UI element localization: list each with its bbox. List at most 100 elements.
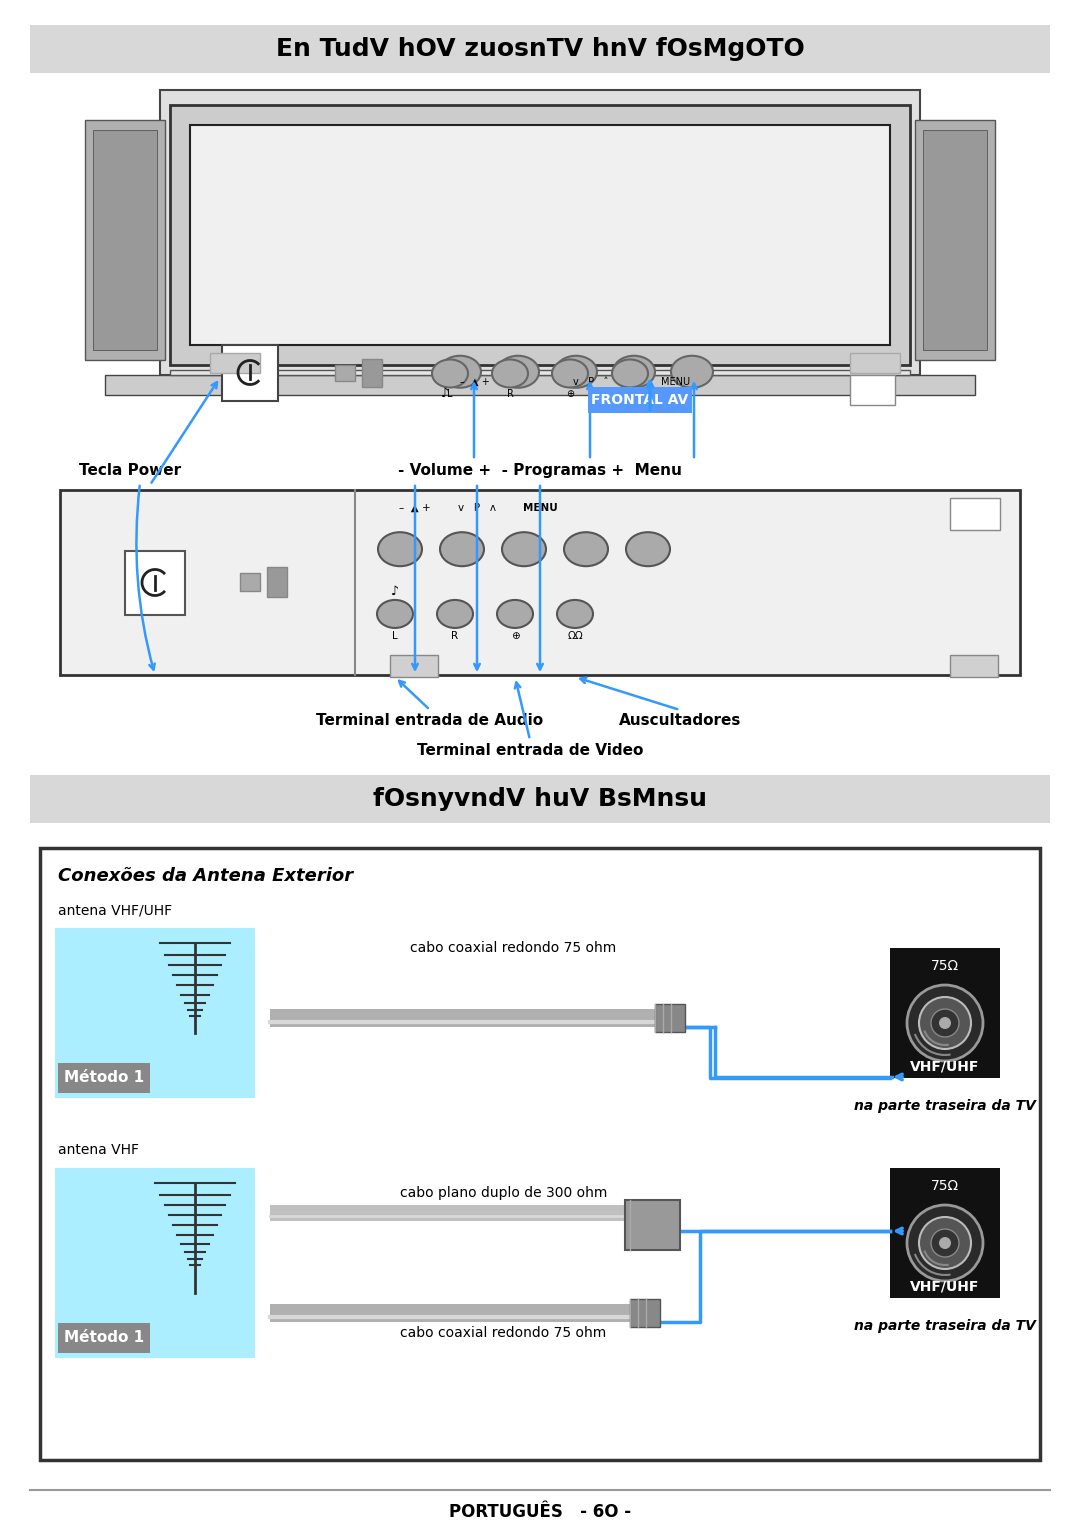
Text: antena VHF/UHF: antena VHF/UHF [58,903,172,917]
Circle shape [931,1229,959,1258]
Ellipse shape [497,601,534,628]
Bar [40,848,1040,1459]
Text: na parte traseira da TV: na parte traseira da TV [854,1319,1036,1332]
Bar [170,370,910,374]
Text: MENU: MENU [523,503,557,513]
Bar [222,344,278,400]
Ellipse shape [377,601,413,628]
Bar [890,947,1000,1077]
Text: fOsnyvndV huV BsMnsu: fOsnyvndV huV BsMnsu [373,787,707,811]
Ellipse shape [552,359,588,388]
Circle shape [939,1238,951,1248]
Bar [625,1199,680,1250]
Bar [850,374,895,405]
Ellipse shape [564,532,608,567]
Circle shape [919,996,971,1050]
Bar [850,353,900,373]
Text: L: L [447,388,453,399]
Text: ♪: ♪ [391,585,399,599]
Text: v   P   ʌ: v P ʌ [458,503,496,513]
Text: Terminal entrada de Video: Terminal entrada de Video [417,743,644,758]
Text: Auscultadores: Auscultadores [619,712,741,727]
Text: 75Ω: 75Ω [931,960,959,973]
Ellipse shape [437,601,473,628]
Bar [267,567,287,596]
Bar [362,359,382,387]
Bar [170,105,910,365]
Bar [390,656,438,677]
Text: Tecla Power: Tecla Power [79,463,181,478]
Ellipse shape [432,359,468,388]
Bar [60,490,1020,675]
Text: ⊕: ⊕ [511,631,519,640]
Text: na parte traseira da TV: na parte traseira da TV [854,1099,1036,1112]
Ellipse shape [557,601,593,628]
Bar [654,1004,685,1031]
Bar [270,1303,635,1322]
Ellipse shape [440,532,484,567]
FancyBboxPatch shape [588,387,692,413]
Text: ♪: ♪ [441,387,449,400]
Text: PORTUGUÊS   - 6O -: PORTUGUÊS - 6O - [449,1504,631,1520]
Bar [160,90,920,374]
Text: cabo coaxial redondo 75 ohm: cabo coaxial redondo 75 ohm [410,941,617,955]
Bar [30,24,1050,73]
Circle shape [939,1018,951,1028]
Text: –  ▲ +: – ▲ + [400,503,431,513]
Text: Método 1: Método 1 [64,1331,144,1346]
Ellipse shape [555,356,597,388]
Ellipse shape [626,532,670,567]
Bar [240,573,260,590]
FancyBboxPatch shape [58,1063,150,1093]
Text: v   P   ˄: v P ˄ [573,377,609,387]
Bar [55,927,255,1099]
Ellipse shape [378,532,422,567]
Bar [190,125,890,345]
Circle shape [919,1216,971,1268]
Ellipse shape [612,359,648,388]
Text: Terminal entrada de Audio: Terminal entrada de Audio [316,712,543,727]
Bar [30,775,1050,824]
Ellipse shape [492,359,528,388]
Text: cabo coaxial redondo 75 ohm: cabo coaxial redondo 75 ohm [400,1326,606,1340]
Text: - Volume +  - Programas +  Menu: - Volume + - Programas + Menu [399,463,681,478]
Circle shape [931,1008,959,1038]
Bar [93,130,157,350]
Text: MENU: MENU [661,377,690,387]
Text: L: L [392,631,397,640]
Ellipse shape [613,356,654,388]
Bar [210,353,260,373]
Bar [85,121,165,361]
Bar [125,550,185,614]
Text: ⊕: ⊕ [566,388,575,399]
Ellipse shape [502,532,546,567]
Bar [890,1167,1000,1297]
Bar [55,1167,255,1358]
Text: 75Ω: 75Ω [931,1180,959,1193]
Bar [630,1299,660,1326]
Text: VHF/UHF: VHF/UHF [910,1059,980,1073]
Bar [270,1206,630,1221]
Text: –  ▲ +: – ▲ + [460,377,490,387]
Ellipse shape [497,356,539,388]
Ellipse shape [671,356,713,388]
Circle shape [907,1206,983,1280]
Bar [923,130,987,350]
FancyBboxPatch shape [58,1323,150,1352]
Bar [270,1008,660,1027]
Text: R: R [451,631,459,640]
Text: Método 1: Método 1 [64,1071,144,1085]
Text: En TudV hOV zuosnTV hnV fOsMgOTO: En TudV hOV zuosnTV hnV fOsMgOTO [275,37,805,61]
Text: Conexões da Antena Exterior: Conexões da Antena Exterior [58,866,353,885]
Text: cabo plano duplo de 300 ohm: cabo plano duplo de 300 ohm [400,1186,607,1199]
Circle shape [907,986,983,1060]
Bar [335,365,355,380]
Bar [950,656,998,677]
Bar [915,121,995,361]
Text: VHF/UHF: VHF/UHF [910,1279,980,1293]
Text: R: R [507,388,513,399]
Text: ΩΩ: ΩΩ [623,388,637,399]
Bar [950,498,1000,530]
Text: ΩΩ: ΩΩ [567,631,583,640]
Bar [105,374,975,396]
